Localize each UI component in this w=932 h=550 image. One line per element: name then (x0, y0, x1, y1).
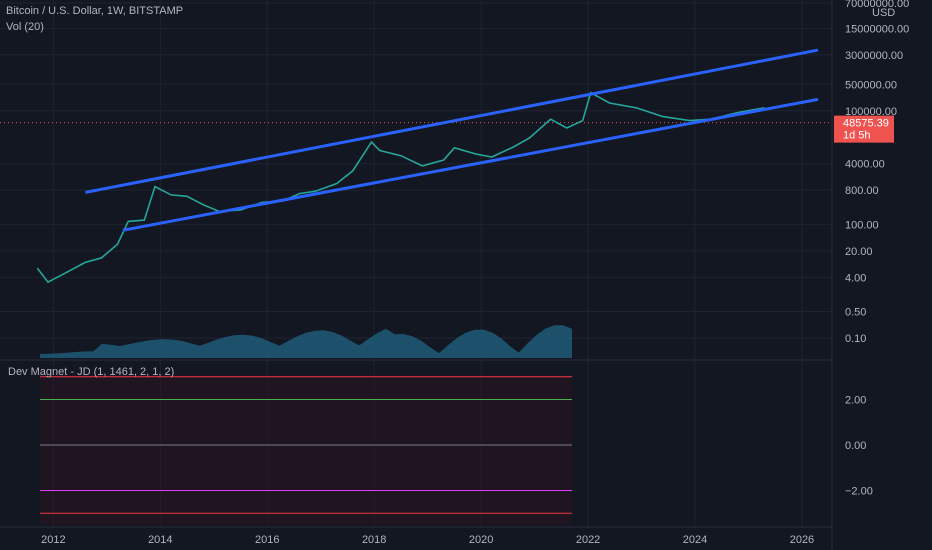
y-tick-label: 4000.00 (845, 159, 885, 171)
x-tick-label: 2026 (790, 534, 814, 546)
channel-upper-line[interactable] (85, 48, 819, 194)
y-tick-label: 100000.00 (845, 106, 897, 118)
y-tick-label: 70000000.00 (845, 0, 909, 10)
x-tick-label: 2022 (576, 534, 600, 546)
indicator-tick-label: −2.00 (845, 486, 873, 498)
last-price-tag (834, 115, 894, 143)
indicator-label: Dev Magnet - JD (1, 1461, 2, 1, 2) (8, 366, 175, 378)
volume-layer (40, 325, 573, 358)
x-tick-label: 2012 (41, 534, 65, 546)
y-tick-label: 100.00 (845, 219, 879, 231)
price-line (36, 91, 765, 284)
indicator-tick-label: 0.00 (845, 440, 866, 452)
x-tick-label: 2020 (469, 534, 493, 546)
y-tick-label: 0.50 (845, 307, 866, 319)
y-tick-label: 15000000.00 (845, 23, 909, 35)
y-tick-label: 500000.00 (845, 79, 897, 91)
indicator-tick-label: 2.00 (845, 395, 866, 407)
axis-layer: 2012 2014 2016 2018 2020 2022 2024 2026 70000000… (41, 0, 909, 546)
price-layer (36, 91, 765, 284)
y-tick-label: 4.00 (845, 272, 866, 284)
volume-label: Vol (20) (6, 21, 44, 33)
currency-label: USD (872, 7, 895, 19)
y-tick-label: 3000000.00 (845, 50, 903, 62)
y-tick-label: 0.10 (845, 333, 866, 345)
x-tick-label: 2024 (683, 534, 707, 546)
indicator-layer (40, 375, 573, 525)
last-price-value: 48575.39 (843, 118, 889, 130)
channel-lower-line[interactable] (122, 97, 819, 232)
time-to-close: 1d 5h (843, 130, 871, 142)
chart-title: Bitcoin / U.S. Dollar, 1W, BITSTAMP (6, 5, 184, 17)
y-tick-label: 800.00 (845, 185, 879, 197)
indicator-background (40, 375, 573, 525)
y-tick-label: 20.00 (845, 246, 873, 258)
x-tick-label: 2014 (148, 534, 172, 546)
volume-area (40, 325, 573, 358)
channel-layer (85, 48, 819, 232)
x-tick-label: 2018 (362, 534, 386, 546)
x-tick-label: 2016 (255, 534, 279, 546)
